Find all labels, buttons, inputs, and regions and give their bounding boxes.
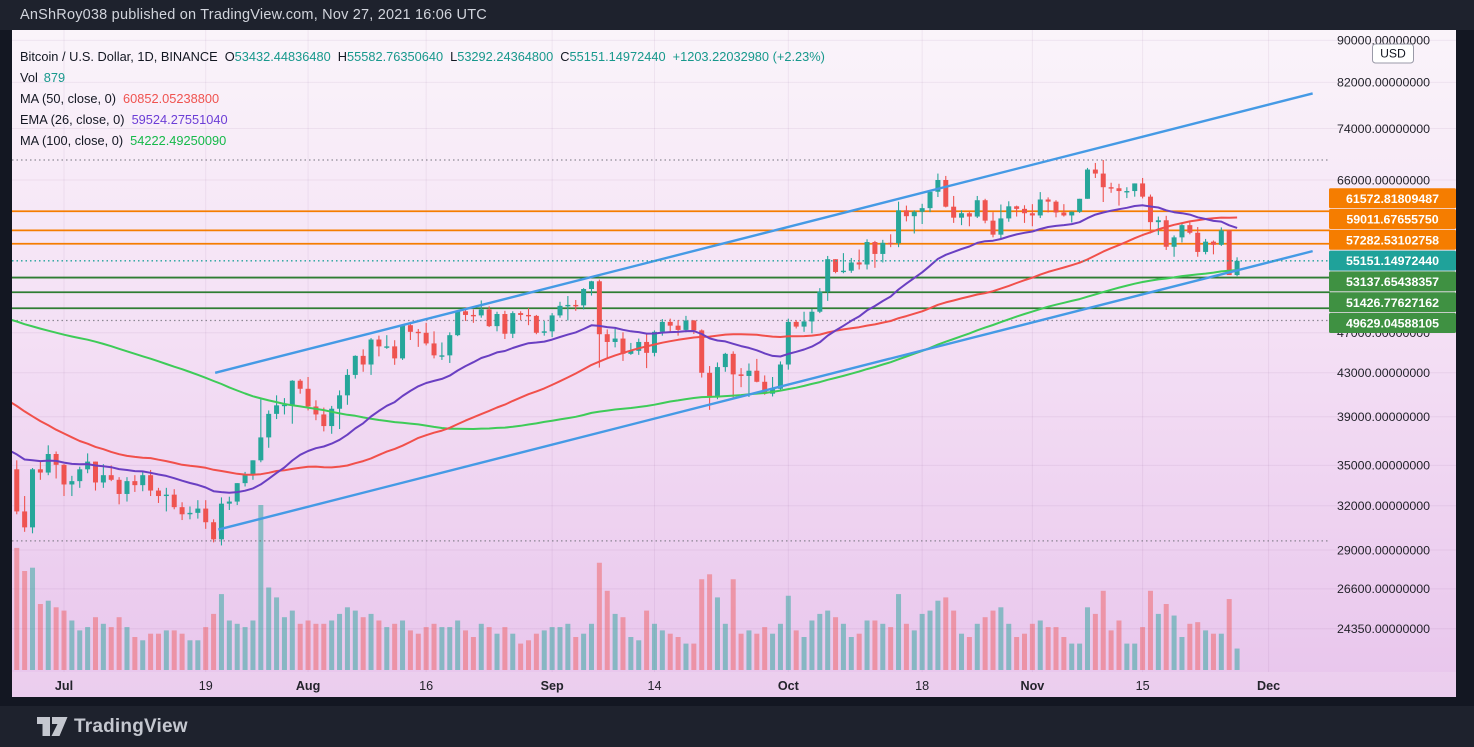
gridlines [12, 30, 1456, 672]
high-value: 55582.76350640 [347, 49, 444, 64]
x-axis-label: Oct [778, 679, 800, 693]
low-value: 53292.24364800 [457, 49, 554, 64]
price-badge: 51426.77627162 [1329, 292, 1456, 313]
ma50-row: MA (50, close, 0) 60852.05238800 [20, 88, 825, 109]
volume-row: Vol 879 [20, 67, 825, 88]
price-badge: 57282.53102758 [1329, 229, 1456, 250]
y-axis-label: 74000.00000000 [1337, 122, 1430, 136]
y-axis-label: 24350.00000000 [1337, 622, 1430, 636]
volume-bars [14, 505, 1240, 670]
x-axis-label: Jul [55, 679, 73, 693]
x-axis-label: 15 [1136, 679, 1150, 693]
ma100-label: MA (100, close, 0) [20, 133, 124, 148]
close-value: 55151.14972440 [569, 49, 666, 64]
price-badge: 61572.81809487 [1329, 188, 1456, 209]
footer-bar: TradingView [0, 706, 1474, 747]
x-axis-label: 14 [647, 679, 661, 693]
x-axis-label: 16 [419, 679, 433, 693]
price-badge: 49629.04588105 [1329, 313, 1456, 334]
open-value: 53432.44836480 [234, 49, 331, 64]
svg-text:49629.04588105: 49629.04588105 [1346, 317, 1439, 331]
svg-text:57282.53102758: 57282.53102758 [1346, 233, 1439, 247]
ema26-row: EMA (26, close, 0) 59524.27551040 [20, 109, 825, 130]
change-value: +1203.22032980 (+2.23%) [672, 49, 825, 64]
x-axis-label: 19 [199, 679, 213, 693]
x-axis-label: Aug [296, 679, 320, 693]
chart-legend: Bitcoin / U.S. Dollar, 1D, BINANCE O 5343… [20, 46, 825, 151]
currency-badge: USD [1372, 43, 1414, 64]
ema26-value: 59524.27551040 [131, 112, 228, 127]
high-label: H [337, 49, 347, 64]
svg-text:53137.65438357: 53137.65438357 [1346, 275, 1439, 289]
ema26-label: EMA (26, close, 0) [20, 112, 125, 127]
price-level-lines [12, 210, 1330, 310]
price-badge: 59011.67655750 [1329, 209, 1456, 230]
ma50-value: 60852.05238800 [123, 91, 220, 106]
y-axis-label: 82000.00000000 [1337, 76, 1430, 90]
time-axis[interactable] [12, 672, 1456, 697]
close-label: C [560, 49, 570, 64]
ma100-line [12, 269, 1238, 430]
y-axis-label: 66000.00000000 [1337, 173, 1430, 187]
vol-label: Vol [20, 70, 38, 85]
ma50-label: MA (50, close, 0) [20, 91, 117, 106]
svg-text:51426.77627162: 51426.77627162 [1346, 296, 1439, 310]
svg-text:55151.14972440: 55151.14972440 [1346, 254, 1439, 268]
price-badge: 55151.14972440 [1329, 250, 1456, 271]
ma100-row: MA (100, close, 0) 54222.49250090 [20, 130, 825, 151]
x-axis-label: Nov [1020, 679, 1044, 693]
price-chart[interactable]: Jul 19 Aug 16 Sep 14 Oct 18 Nov 15 Dec90000.000000… [12, 30, 1456, 697]
trend-channel-line[interactable] [214, 92, 1313, 374]
x-axis-label: Dec [1257, 679, 1280, 693]
x-axis-label: Sep [541, 679, 564, 693]
ma100-value: 54222.49250090 [130, 133, 227, 148]
brand-name[interactable]: TradingView [74, 716, 188, 737]
y-axis-label: 26600.00000000 [1337, 582, 1430, 596]
y-axis-label: 39000.00000000 [1337, 410, 1430, 424]
svg-text:59011.67655750: 59011.67655750 [1346, 213, 1438, 227]
y-axis-label: 35000.00000000 [1337, 459, 1430, 473]
y-axis-label: 29000.00000000 [1337, 543, 1430, 557]
trend-channel-line[interactable] [218, 249, 1313, 531]
ema26-line [12, 204, 1238, 494]
price-badge: 53137.65438357 [1329, 271, 1456, 292]
low-label: L [450, 49, 458, 64]
tradingview-logo-icon[interactable] [37, 717, 68, 737]
svg-text:61572.81809487: 61572.81809487 [1346, 192, 1439, 206]
svg-text:USD: USD [1380, 47, 1406, 61]
chart-area: Jul 19 Aug 16 Sep 14 Oct 18 Nov 15 Dec 90000.000000… [12, 30, 1456, 697]
symbol-row: Bitcoin / U.S. Dollar, 1D, BINANCE O 5343… [20, 46, 825, 67]
publish-info: AnShRoy038 published on TradingView.com,… [20, 7, 487, 23]
open-label: O [224, 49, 235, 64]
y-axis-label: 43000.00000000 [1337, 366, 1430, 380]
y-axis-label: 32000.00000000 [1337, 499, 1430, 513]
ma50-line [12, 216, 1238, 476]
vol-value: 879 [43, 70, 66, 85]
x-axis-label: 18 [915, 679, 929, 693]
top-bar: AnShRoy038 published on TradingView.com,… [0, 0, 1474, 30]
symbol-title: Bitcoin / U.S. Dollar, 1D, BINANCE [20, 49, 218, 64]
candles [14, 159, 1240, 546]
